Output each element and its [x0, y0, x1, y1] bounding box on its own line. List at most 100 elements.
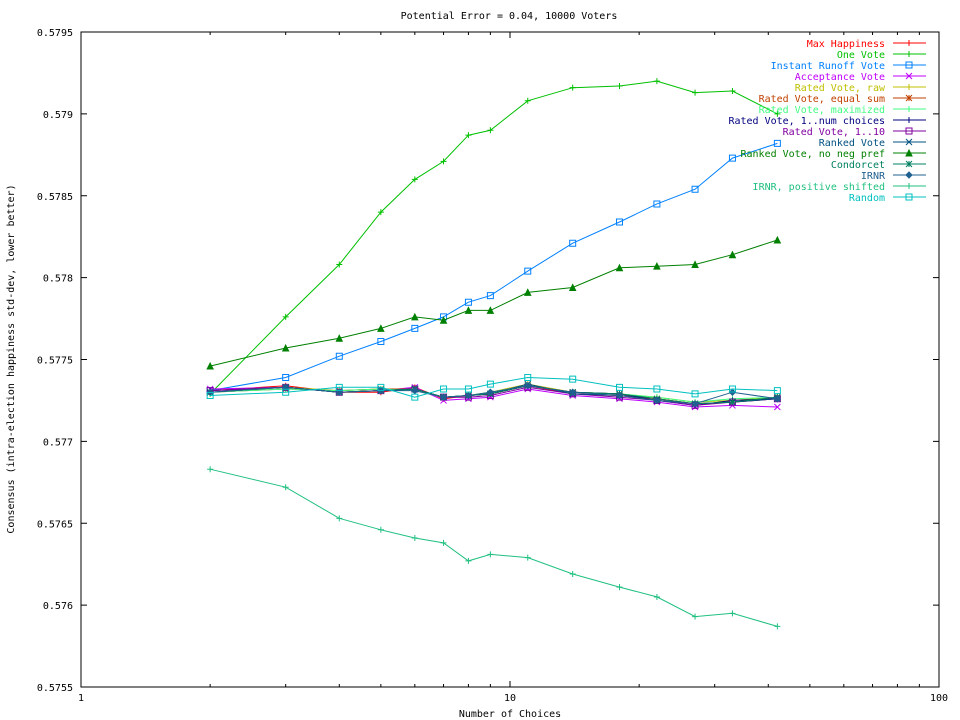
x-tick-label: 100	[930, 693, 948, 704]
y-tick-label: 0.579	[43, 110, 73, 121]
data-point	[335, 388, 343, 396]
data-point	[616, 383, 624, 391]
data-point	[691, 185, 699, 193]
legend-label: One Vote	[837, 50, 885, 61]
data-point	[569, 84, 576, 91]
data-point	[524, 374, 532, 382]
y-axis-label: Consensus (intra-election happiness std-…	[6, 184, 17, 533]
legend-label: IRNR	[861, 171, 886, 182]
y-tick-label: 0.5785	[37, 192, 73, 203]
data-point	[282, 313, 289, 320]
data-point	[411, 312, 419, 321]
data-point	[486, 380, 494, 388]
data-point	[464, 385, 472, 393]
series-line	[210, 142, 778, 392]
x-tick-label: 10	[504, 693, 516, 704]
legend-marker	[905, 148, 913, 157]
data-point	[569, 571, 576, 578]
legend-marker	[906, 40, 912, 46]
data-point	[569, 239, 577, 247]
y-tick-label: 0.576	[43, 601, 73, 612]
y-tick-label: 0.5795	[37, 28, 73, 39]
data-point	[773, 139, 781, 147]
data-point	[282, 388, 290, 396]
legend-marker	[906, 117, 912, 123]
data-point	[653, 78, 660, 85]
legend-marker	[905, 138, 913, 146]
data-point	[411, 393, 419, 401]
legend-marker	[906, 106, 912, 112]
chart-title: Potential Error = 0.04, 10000 Voters	[401, 11, 618, 22]
series-ranked-vote-no-neg-pref	[206, 235, 782, 370]
series-line	[209, 468, 778, 627]
data-point	[486, 292, 494, 300]
legend-label: Ranked Vote	[819, 138, 885, 149]
data-point	[728, 385, 736, 393]
data-point	[281, 343, 290, 352]
y-tick-label: 0.5765	[37, 519, 73, 530]
data-point	[691, 400, 699, 408]
legend-label: Rated Vote, maximized	[759, 105, 885, 116]
data-point	[440, 313, 448, 321]
data-point	[728, 250, 737, 259]
data-point	[207, 466, 214, 473]
data-point	[524, 381, 532, 390]
y-tick-label: 0.5755	[37, 683, 73, 694]
legend-marker	[906, 183, 912, 189]
data-point	[524, 267, 532, 275]
data-point	[486, 306, 495, 314]
y-tick-label: 0.577	[43, 437, 73, 448]
data-point	[615, 263, 624, 272]
data-point	[377, 324, 385, 332]
y-axis: 0.5755 0.576 0.5765 0.577 0.5775 0.578 0.5785 0…	[37, 28, 939, 694]
data-point	[692, 89, 699, 96]
data-point	[653, 200, 661, 208]
data-point	[411, 386, 419, 395]
legend-marker	[905, 193, 913, 201]
data-point	[523, 288, 532, 296]
x-tick-label: 1	[78, 693, 84, 704]
data-point	[487, 127, 494, 134]
data-point	[411, 534, 418, 541]
data-point	[206, 361, 214, 370]
data-point	[773, 387, 781, 395]
data-point	[411, 324, 419, 332]
data-point	[729, 398, 736, 406]
data-point	[774, 623, 781, 630]
legend-marker	[905, 72, 913, 80]
data-point	[728, 398, 736, 406]
data-point	[377, 526, 384, 533]
legend-label: Acceptance Vote	[795, 72, 885, 83]
data-point	[464, 306, 473, 314]
data-point	[487, 551, 494, 558]
legend-label: Rated Vote, 1..10	[783, 127, 885, 138]
legend-marker	[905, 61, 913, 69]
data-point	[568, 283, 577, 291]
data-point	[653, 593, 660, 600]
data-point	[691, 390, 699, 398]
data-point	[335, 352, 343, 360]
series-one-vote	[207, 78, 781, 397]
data-point	[486, 388, 495, 396]
x-axis-label: Number of Choices	[459, 709, 561, 720]
data-point	[440, 385, 448, 393]
data-point	[411, 176, 418, 183]
data-point	[616, 584, 623, 591]
legend-label: Max Happiness	[807, 39, 885, 50]
data-point	[524, 554, 531, 561]
series-irnr-positive-shifted	[207, 466, 781, 630]
data-point	[616, 218, 624, 226]
legend-marker	[905, 171, 913, 179]
series-instant-runoff-vote	[206, 139, 781, 395]
data-point	[465, 557, 472, 564]
data-point	[377, 337, 385, 345]
y-tick-label: 0.5775	[37, 356, 73, 367]
data-point	[692, 613, 699, 620]
legend-label: Condorcet	[831, 160, 885, 171]
data-point	[440, 158, 447, 165]
data-point	[335, 383, 343, 391]
y-tick-label: 0.578	[43, 274, 73, 285]
legend-label: Instant Runoff Vote	[771, 61, 885, 72]
data-point	[464, 298, 472, 306]
